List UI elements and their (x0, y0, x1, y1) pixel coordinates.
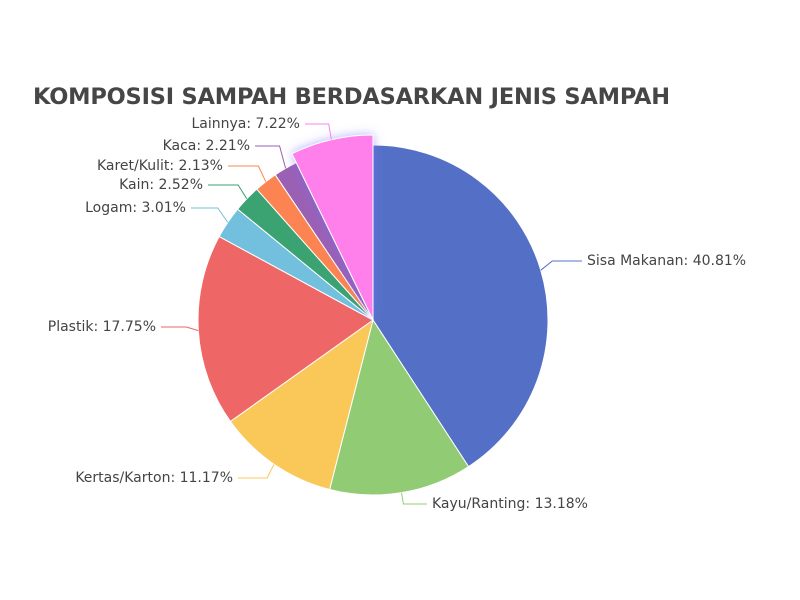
leader-line (238, 464, 275, 479)
pie-slice-kertas-karton[interactable] (229, 318, 374, 491)
slice-label: Sisa Makanan: 40.81% (587, 253, 746, 269)
slice-label: Plastik: 17.75% (48, 319, 156, 335)
pie-slice-sisa-makanan[interactable] (372, 144, 549, 468)
leader-line (208, 184, 248, 200)
chart-title: KOMPOSISI SAMPAH BERDASARKAN JENIS SAMPA… (33, 84, 670, 110)
leader-line (255, 145, 287, 169)
slice-label: Logam: 3.01% (85, 200, 186, 216)
leader-line (161, 326, 199, 332)
leader-line (401, 492, 427, 505)
pie-slice-lainnya[interactable] (291, 134, 374, 321)
slice-label: Kayu/Ranting: 13.18% (432, 496, 588, 512)
slice-label: Kain: 2.52% (119, 177, 203, 193)
pie-slice-kayu-ranting[interactable] (328, 318, 470, 496)
slice-label: Karet/Kulit: 2.13% (97, 158, 223, 174)
slice-label: Lainnya: 7.22% (191, 116, 300, 132)
leader-line (191, 207, 229, 223)
slice-label: Kertas/Karton: 11.17% (75, 470, 233, 486)
slice-label: Kaca: 2.21% (163, 138, 250, 154)
pie-slice-plastik[interactable] (197, 235, 374, 423)
leader-line (540, 260, 582, 271)
leader-line (228, 165, 267, 182)
leader-line (305, 123, 332, 140)
